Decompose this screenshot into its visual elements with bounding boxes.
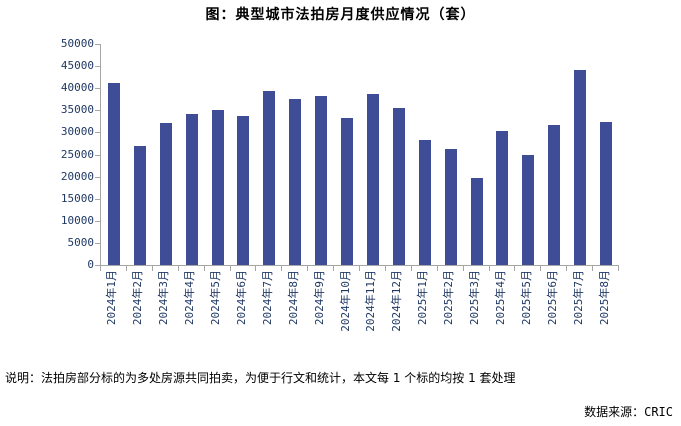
x-tick-mark xyxy=(463,266,464,271)
x-tick-mark xyxy=(281,266,282,271)
y-tick-mark xyxy=(95,44,100,45)
x-axis-tick-label: 2025年8月 xyxy=(597,270,611,326)
bar xyxy=(315,96,328,265)
bar xyxy=(470,178,483,265)
x-axis-tick-label: 2024年12月 xyxy=(390,270,404,332)
bar xyxy=(366,94,379,265)
y-axis-tick-label: 35000 xyxy=(60,103,94,117)
bar xyxy=(159,123,172,265)
x-axis-tick-label: 2025年6月 xyxy=(545,270,559,326)
x-tick-mark xyxy=(540,266,541,271)
y-axis-tick-label: 50000 xyxy=(60,37,94,50)
x-tick-mark xyxy=(126,266,127,271)
x-axis-tick-label: 2024年10月 xyxy=(338,270,352,332)
x-tick-mark xyxy=(359,266,360,271)
x-tick-mark xyxy=(230,266,231,271)
bar xyxy=(211,110,224,265)
x-axis-tick-label: 2025年5月 xyxy=(519,270,533,326)
x-tick-mark xyxy=(514,266,515,271)
x-axis-tick-label: 2024年2月 xyxy=(131,270,145,326)
x-tick-mark xyxy=(307,266,308,271)
x-tick-mark xyxy=(411,266,412,271)
bar xyxy=(418,140,431,265)
y-axis-tick-label: 20000 xyxy=(60,169,94,183)
footnote: 说明：法拍房部分标的为多处房源共同拍卖，为便于行文和统计，本文每 1 个标的均按… xyxy=(5,371,516,385)
x-axis-tick-label: 2024年1月 xyxy=(105,270,119,326)
y-axis-tick-label: 10000 xyxy=(60,213,94,227)
bar xyxy=(600,122,613,265)
bar xyxy=(133,146,146,265)
y-tick-mark xyxy=(95,132,100,134)
y-tick-mark xyxy=(95,66,100,68)
x-tick-mark xyxy=(566,266,567,271)
x-tick-mark xyxy=(255,266,256,271)
y-axis-tick-label: 30000 xyxy=(60,125,94,139)
y-axis-tick-label: 15000 xyxy=(60,191,94,205)
y-axis-tick-label: 45000 xyxy=(60,59,94,73)
chart-title: 图：典型城市法拍房月度供应情况（套） xyxy=(205,7,476,23)
x-axis-tick-label: 2025年1月 xyxy=(416,270,430,326)
x-tick-mark xyxy=(152,266,153,271)
y-axis-tick-label: 25000 xyxy=(60,147,94,161)
x-tick-mark xyxy=(437,266,438,271)
x-axis-tick-label: 2024年7月 xyxy=(260,270,274,326)
x-tick-mark xyxy=(100,266,101,271)
x-tick-mark xyxy=(178,266,179,271)
x-tick-mark xyxy=(489,266,490,271)
x-tick-mark xyxy=(204,266,205,271)
y-axis-tick-label: 40000 xyxy=(60,81,94,95)
bar xyxy=(107,83,120,265)
x-axis-tick-label: 2025年3月 xyxy=(468,270,482,326)
x-tick-mark xyxy=(333,266,334,271)
bar xyxy=(522,155,535,265)
y-tick-mark xyxy=(95,198,100,200)
x-axis-tick-label: 2024年6月 xyxy=(234,270,248,326)
bar xyxy=(185,114,198,265)
bar xyxy=(392,108,405,265)
y-tick-mark xyxy=(95,88,100,90)
bar xyxy=(263,91,276,265)
bar xyxy=(237,116,250,265)
x-axis-tick-label: 2025年7月 xyxy=(571,270,585,326)
y-axis-tick-label: 5000 xyxy=(67,235,95,249)
bar xyxy=(289,99,302,265)
bar xyxy=(548,125,561,265)
x-tick-mark xyxy=(385,266,386,271)
x-axis-tick-label: 2024年3月 xyxy=(157,270,171,326)
x-axis-tick-label: 2025年2月 xyxy=(442,270,456,326)
x-tick-mark xyxy=(618,266,619,271)
y-tick-mark xyxy=(95,265,100,266)
x-axis-tick-label: 2024年9月 xyxy=(312,270,326,326)
bar xyxy=(444,149,457,265)
y-tick-mark xyxy=(95,242,100,244)
bar xyxy=(341,118,354,265)
x-axis-tick-label: 2025年4月 xyxy=(493,270,507,326)
y-tick-mark xyxy=(95,110,100,112)
x-axis-tick-label: 2024年8月 xyxy=(286,270,300,326)
x-tick-mark xyxy=(592,266,593,271)
y-axis-tick-label: 0 xyxy=(87,258,94,271)
x-axis-tick-label: 2024年5月 xyxy=(209,270,223,326)
plot-area xyxy=(100,44,619,266)
data-source: 数据来源：CRIC xyxy=(584,405,673,419)
y-tick-mark xyxy=(95,220,100,222)
x-axis-tick-label: 2024年4月 xyxy=(183,270,197,326)
bar xyxy=(496,131,509,265)
bar xyxy=(574,70,587,265)
y-tick-mark xyxy=(95,154,100,156)
x-axis-tick-label: 2024年11月 xyxy=(364,270,378,332)
y-tick-mark xyxy=(95,176,100,178)
